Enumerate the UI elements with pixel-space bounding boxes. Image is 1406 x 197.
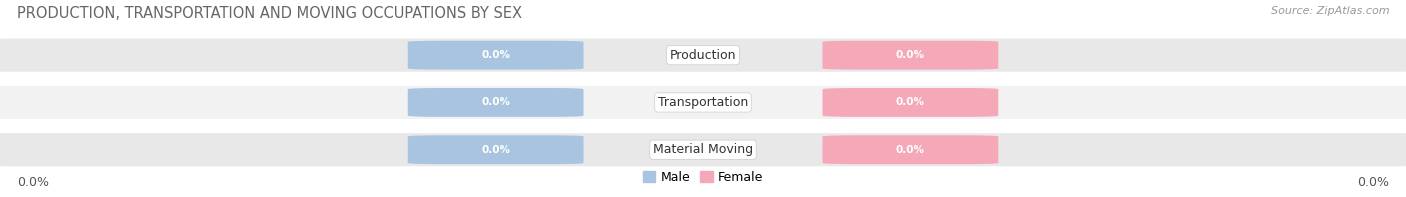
Text: Material Moving: Material Moving bbox=[652, 143, 754, 156]
Text: 0.0%: 0.0% bbox=[481, 50, 510, 60]
FancyBboxPatch shape bbox=[0, 39, 1406, 72]
Text: 0.0%: 0.0% bbox=[481, 98, 510, 107]
FancyBboxPatch shape bbox=[0, 133, 1406, 166]
Text: Transportation: Transportation bbox=[658, 96, 748, 109]
FancyBboxPatch shape bbox=[408, 135, 583, 164]
Text: 0.0%: 0.0% bbox=[896, 98, 925, 107]
Text: Source: ZipAtlas.com: Source: ZipAtlas.com bbox=[1271, 6, 1389, 16]
Text: 0.0%: 0.0% bbox=[896, 50, 925, 60]
Text: PRODUCTION, TRANSPORTATION AND MOVING OCCUPATIONS BY SEX: PRODUCTION, TRANSPORTATION AND MOVING OC… bbox=[17, 6, 522, 21]
FancyBboxPatch shape bbox=[823, 41, 998, 70]
Text: 0.0%: 0.0% bbox=[17, 176, 49, 189]
Text: 0.0%: 0.0% bbox=[1357, 176, 1389, 189]
Text: 0.0%: 0.0% bbox=[481, 145, 510, 155]
FancyBboxPatch shape bbox=[408, 88, 583, 117]
FancyBboxPatch shape bbox=[408, 41, 583, 70]
Text: 0.0%: 0.0% bbox=[896, 145, 925, 155]
Legend: Male, Female: Male, Female bbox=[638, 166, 768, 189]
FancyBboxPatch shape bbox=[823, 88, 998, 117]
Text: Production: Production bbox=[669, 49, 737, 62]
FancyBboxPatch shape bbox=[0, 86, 1406, 119]
FancyBboxPatch shape bbox=[823, 135, 998, 164]
